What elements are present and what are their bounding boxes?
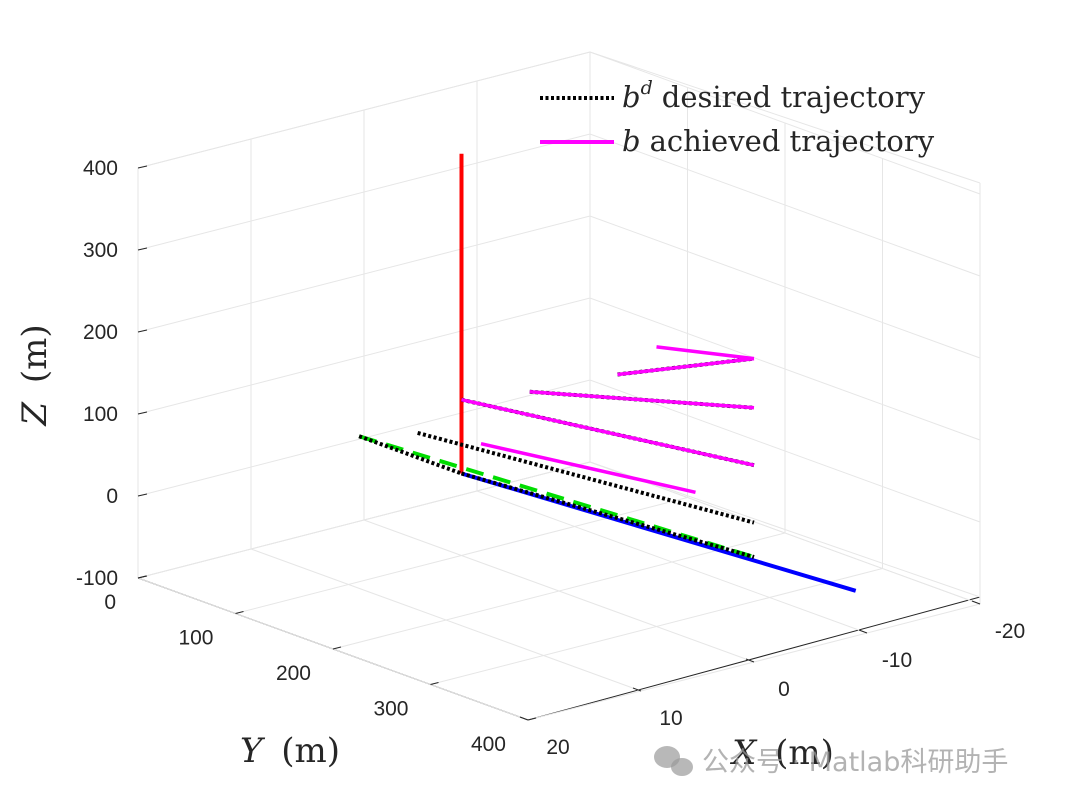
y-gridline: [527, 194, 981, 721]
z-tick-mark: [137, 329, 148, 333]
y-tick-label: 400: [471, 733, 506, 756]
x-tick-mark: [971, 600, 981, 605]
achieved-trajectory-segment: [656, 345, 755, 361]
z-gridline: [137, 461, 981, 605]
z-gridline: [137, 215, 981, 359]
x-tick-label: -20: [995, 620, 1025, 643]
x-tick-label: 20: [546, 736, 569, 759]
legend: bd desired trajectory b achieved trajector…: [540, 77, 935, 158]
x-tick-mark: [858, 629, 868, 634]
x-axis-label: X (m): [729, 733, 834, 773]
z-tick-mark: [137, 493, 148, 497]
grid-lines: [137, 51, 981, 721]
y-tick-label: 100: [178, 627, 213, 650]
z-axis-label: Z (m): [15, 324, 55, 426]
y-gridline: [430, 158, 883, 685]
z-tick-label: 0: [106, 485, 118, 508]
desired-trajectory-segment: [460, 471, 755, 559]
z-tick-label: 400: [83, 157, 118, 180]
y-tick-label: 200: [276, 662, 311, 685]
z-tick-label: 100: [83, 403, 118, 426]
y-tick-label: 300: [373, 698, 408, 721]
y-tick-mark: [235, 611, 244, 614]
y-tick-mark: [137, 575, 147, 579]
y-gridline: [332, 123, 786, 650]
watermark-text: 公众号 · Matlab科研助手: [702, 747, 1008, 778]
legend-label-desired: bd desired trajectory: [622, 77, 926, 114]
y-tick-label: 0: [104, 591, 116, 614]
z-tick-label: 200: [83, 321, 118, 344]
x-gridline: [589, 52, 981, 605]
x-tick-mark: [632, 687, 642, 692]
z-tick-label: -100: [76, 567, 118, 590]
data-series: [358, 153, 857, 593]
x-tick-mark: [519, 716, 529, 721]
watermark: 公众号 · Matlab科研助手: [654, 746, 1008, 778]
x-gridline: [476, 81, 868, 634]
x-gridline: [250, 139, 642, 692]
x-tick-label: 0: [778, 678, 790, 701]
x-tick-label: 10: [659, 707, 682, 730]
y-axis: [358, 434, 755, 559]
z-tick-mark: [137, 247, 148, 251]
z-gridline: [137, 51, 981, 195]
y-tick-mark: [430, 682, 439, 685]
achieved-trajectory-segment: [480, 441, 696, 494]
wechat-icon: [654, 746, 693, 776]
achieved-trajectory-segment: [461, 397, 755, 467]
z-tick-mark: [137, 411, 148, 415]
achieved-trajectory-segment: [529, 390, 755, 410]
y-tick-mark: [527, 717, 537, 721]
y-tick-mark: [332, 646, 342, 650]
z-tick-mark: [137, 165, 148, 169]
box-edge: [527, 596, 981, 721]
x-tick-mark: [745, 658, 755, 663]
desired-trajectory-segment: [358, 434, 463, 476]
box-edge: [589, 51, 981, 184]
z-gridline: [137, 297, 981, 441]
legend-label-achieved: b achieved trajectory: [622, 124, 935, 158]
z-tick-label: 300: [83, 239, 118, 262]
y-axis-label: Y (m): [240, 731, 340, 771]
achieved-trajectory-segment: [617, 356, 755, 377]
x-gridline: [363, 110, 755, 663]
x-tick-label: -10: [882, 649, 912, 672]
